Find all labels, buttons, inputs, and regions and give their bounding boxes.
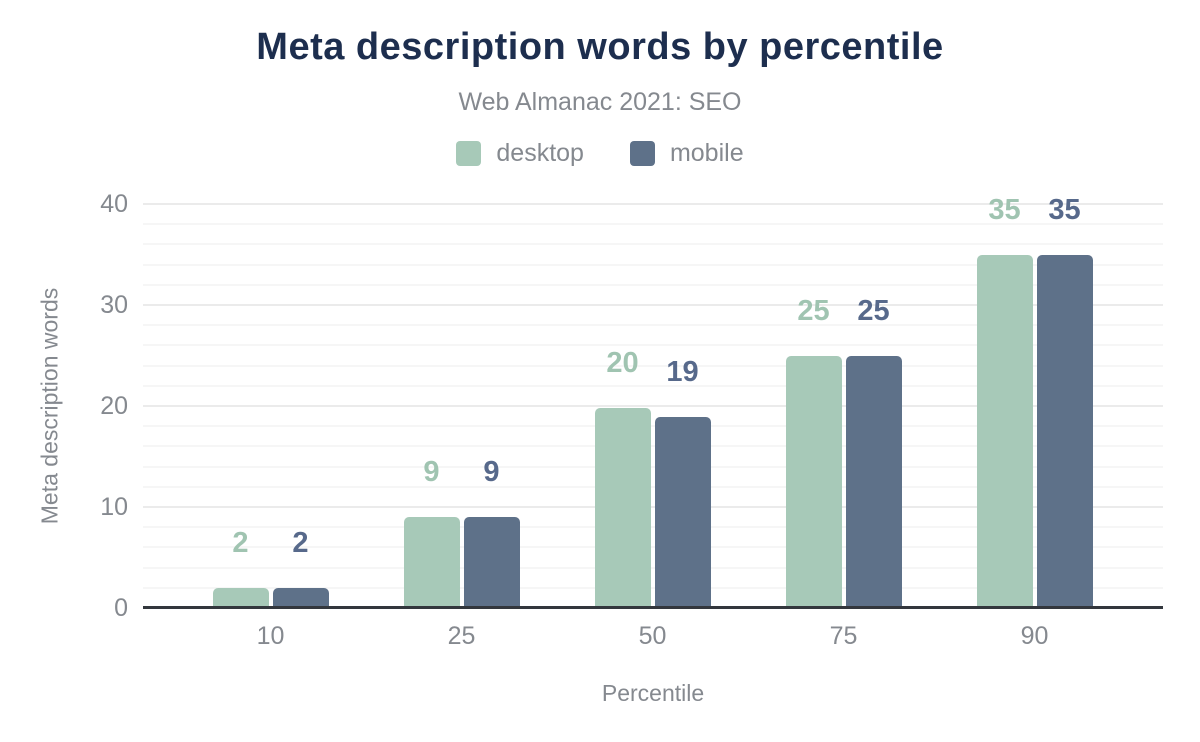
x-tick-label: 25 bbox=[447, 622, 476, 650]
bar-mobile-p25 bbox=[463, 517, 520, 608]
bar-mobile-p90 bbox=[1036, 254, 1093, 608]
bar-mobile-p50 bbox=[654, 417, 711, 608]
bar-value-label: 19 bbox=[666, 356, 699, 389]
gridline-major bbox=[143, 405, 1163, 407]
bar-value-label: 9 bbox=[423, 456, 440, 489]
gridline-major bbox=[143, 304, 1163, 306]
x-tick-label: 10 bbox=[256, 622, 285, 650]
gridline-major bbox=[143, 506, 1163, 508]
bar-value-label: 25 bbox=[797, 294, 830, 327]
gridline-minor bbox=[143, 324, 1163, 327]
x-axis-title: Percentile bbox=[601, 680, 705, 706]
gridline-minor bbox=[143, 566, 1163, 569]
y-tick-label: 30 bbox=[100, 291, 128, 319]
gridline-minor bbox=[143, 384, 1163, 387]
bar-value-label: 2 bbox=[232, 526, 249, 559]
gridline-minor bbox=[143, 465, 1163, 468]
bar-value-label: 25 bbox=[857, 294, 890, 327]
x-axis-line bbox=[143, 606, 1163, 609]
legend-label: mobile bbox=[669, 139, 744, 167]
bar-desktop-p90 bbox=[976, 254, 1033, 608]
x-tick-label: 50 bbox=[638, 622, 667, 650]
x-tick-label: 75 bbox=[829, 622, 858, 650]
legend: desktop mobile bbox=[0, 139, 1200, 168]
legend-swatch-icon bbox=[456, 141, 482, 166]
legend-swatch-icon bbox=[629, 141, 655, 166]
bar-mobile-p75 bbox=[845, 355, 902, 608]
chart-title: Meta description words by percentile bbox=[256, 26, 944, 68]
y-tick-label: 20 bbox=[100, 392, 128, 420]
bar-desktop-p10 bbox=[212, 587, 269, 608]
bar-value-label: 9 bbox=[483, 456, 500, 489]
gridline-minor bbox=[143, 526, 1163, 529]
x-tick-label: 90 bbox=[1020, 622, 1049, 650]
bar-value-label: 35 bbox=[1048, 193, 1081, 226]
bar-desktop-p75 bbox=[785, 355, 842, 608]
gridline-minor bbox=[143, 223, 1163, 226]
bar-value-label: 35 bbox=[988, 193, 1021, 226]
legend-label: desktop bbox=[496, 139, 584, 167]
y-tick-label: 40 bbox=[100, 190, 128, 218]
bar-mobile-p10 bbox=[272, 587, 329, 608]
gridline-minor bbox=[143, 485, 1163, 488]
y-tick-label: 10 bbox=[100, 493, 128, 521]
gridline-minor bbox=[143, 243, 1163, 246]
legend-item-mobile: mobile bbox=[629, 139, 744, 168]
gridline-minor bbox=[143, 425, 1163, 428]
gridline-minor bbox=[143, 263, 1163, 266]
gridline-minor bbox=[143, 546, 1163, 549]
legend-item-desktop: desktop bbox=[456, 139, 584, 168]
gridline-minor bbox=[143, 364, 1163, 367]
bar-value-label: 20 bbox=[606, 347, 639, 380]
bar-desktop-p25 bbox=[403, 517, 460, 608]
bar-desktop-p50 bbox=[594, 408, 651, 608]
gridline-minor bbox=[143, 445, 1163, 448]
plot-area: 2 2 9 9 20 19 25 25 35 35 bbox=[143, 195, 1163, 608]
gridline-minor bbox=[143, 586, 1163, 589]
gridline-major bbox=[143, 203, 1163, 205]
y-tick-label: 0 bbox=[114, 594, 128, 622]
chart-subtitle: Web Almanac 2021: SEO bbox=[458, 88, 742, 116]
gridline-minor bbox=[143, 283, 1163, 286]
bar-value-label: 2 bbox=[292, 526, 309, 559]
gridline-minor bbox=[143, 344, 1163, 347]
